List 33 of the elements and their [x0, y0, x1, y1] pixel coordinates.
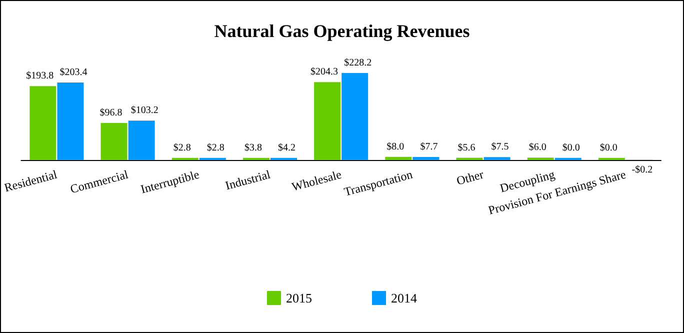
bar — [30, 86, 56, 160]
data-label: $203.4 — [60, 66, 88, 78]
bar — [484, 157, 510, 160]
data-label: $2.8 — [206, 142, 224, 154]
data-label: $7.7 — [420, 141, 438, 152]
bar — [57, 82, 84, 160]
data-label: $4.2 — [278, 142, 296, 154]
data-label: $193.8 — [26, 70, 54, 82]
data-label: $103.2 — [130, 105, 158, 116]
bar — [314, 82, 341, 160]
data-label: $7.5 — [491, 142, 509, 153]
data-label: $204.3 — [310, 66, 338, 78]
x-tick-label: Wholesale — [290, 167, 343, 194]
chart-title: Natural Gas Operating Revenues — [214, 21, 470, 41]
data-label: $3.8 — [244, 142, 262, 154]
bar — [412, 156, 440, 160]
bar — [385, 156, 412, 160]
legend-label: 2014 — [391, 290, 418, 306]
data-label: $5.6 — [458, 142, 476, 154]
data-label: $0.0 — [562, 142, 580, 154]
data-label: $96.8 — [100, 108, 122, 119]
data-label: $2.8 — [173, 142, 191, 154]
data-label: $228.2 — [344, 58, 372, 68]
bar — [342, 73, 368, 160]
data-label: $8.0 — [386, 141, 404, 152]
x-tick-label: Other — [455, 167, 486, 188]
x-tick-label: Industrial — [224, 167, 272, 193]
legend-label: 2015 — [286, 290, 312, 306]
data-label: $6.0 — [528, 142, 546, 154]
data-label: $0.0 — [600, 142, 618, 154]
bar — [128, 120, 155, 160]
bar — [100, 123, 128, 160]
data-label: -$0.2 — [632, 164, 653, 176]
